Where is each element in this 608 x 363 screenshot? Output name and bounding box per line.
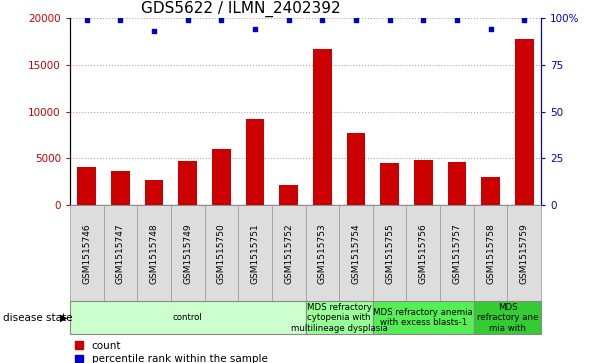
Point (82, 17, 92, 23)
Text: GSM1515754: GSM1515754 (351, 223, 361, 284)
Point (250, 26, 260, 32)
Point (351, 17, 361, 23)
Text: MDS refractory anemia
with excess blasts-1: MDS refractory anemia with excess blasts… (373, 308, 473, 327)
Point (385, 17, 395, 23)
Bar (313, 49, 331, 205)
Bar (179, 161, 197, 205)
Point (216, 17, 226, 23)
Point (519, 17, 529, 23)
Point (183, 17, 193, 23)
Point (116, 17, 125, 23)
Text: GSM1515751: GSM1515751 (250, 223, 260, 284)
Point (452, 17, 462, 23)
Bar (111, 171, 130, 205)
Text: GDS5622 / ILMN_2402392: GDS5622 / ILMN_2402392 (140, 1, 340, 17)
Point (486, 26, 496, 32)
Bar (246, 119, 264, 205)
Bar (145, 180, 164, 205)
Text: GSM1515753: GSM1515753 (318, 223, 327, 284)
Legend: count, percentile rank within the sample: count, percentile rank within the sample (75, 341, 268, 363)
Bar (381, 163, 399, 205)
Text: GSM1515752: GSM1515752 (284, 223, 293, 284)
Text: control: control (173, 313, 202, 322)
Text: GSM1515747: GSM1515747 (116, 223, 125, 284)
Text: GSM1515750: GSM1515750 (217, 223, 226, 284)
Text: GSM1515758: GSM1515758 (486, 223, 495, 284)
Text: disease state: disease state (3, 313, 72, 323)
Bar (482, 177, 500, 205)
Bar (280, 184, 298, 205)
Text: ▶: ▶ (60, 313, 67, 323)
Bar (447, 162, 466, 205)
Bar (77, 167, 96, 205)
Text: GSM1515756: GSM1515756 (419, 223, 428, 284)
Point (284, 17, 294, 23)
Text: MDS
refractory ane
mia with: MDS refractory ane mia with (477, 303, 538, 333)
Text: GSM1515749: GSM1515749 (183, 223, 192, 284)
Text: GSM1515757: GSM1515757 (452, 223, 461, 284)
Point (317, 17, 327, 23)
Bar (347, 133, 365, 205)
Point (149, 28, 159, 34)
Text: GSM1515748: GSM1515748 (150, 223, 159, 284)
Text: MDS refractory
cytopenia with
multilineage dysplasia: MDS refractory cytopenia with multilinea… (291, 303, 388, 333)
Bar (212, 149, 230, 205)
Text: GSM1515755: GSM1515755 (385, 223, 394, 284)
Point (418, 17, 428, 23)
Bar (414, 160, 432, 205)
Text: GSM1515746: GSM1515746 (82, 223, 91, 284)
Bar (515, 39, 534, 205)
Text: GSM1515759: GSM1515759 (520, 223, 529, 284)
